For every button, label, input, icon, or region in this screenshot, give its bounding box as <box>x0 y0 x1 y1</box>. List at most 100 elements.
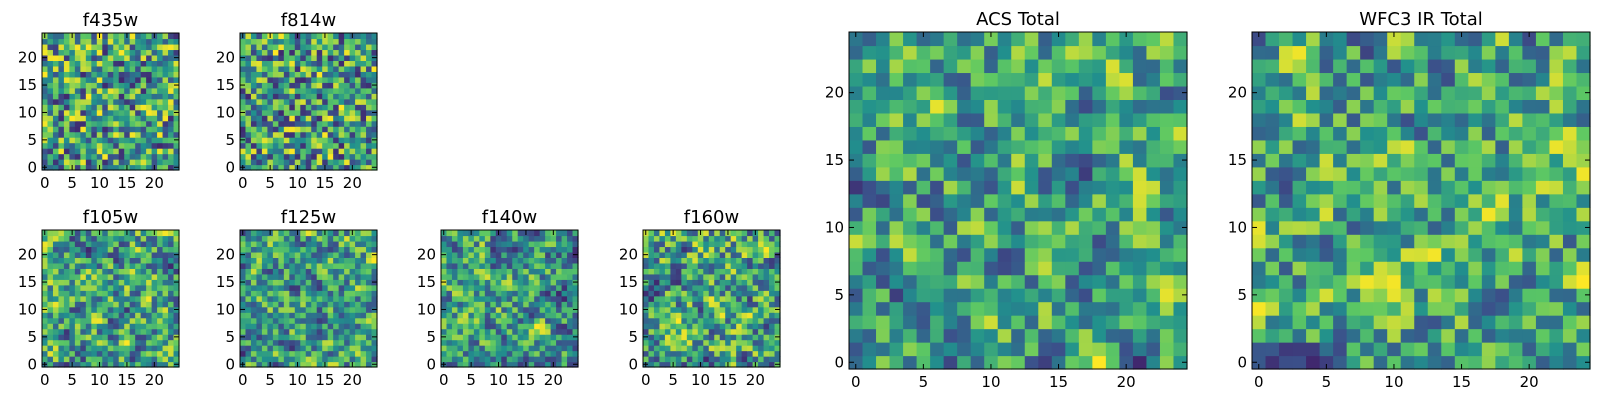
heatmap-cell <box>1132 220 1148 235</box>
heatmap-cell <box>311 235 318 242</box>
heatmap-cell <box>1105 166 1120 181</box>
heatmap-cell <box>1173 99 1188 114</box>
heatmap-cell <box>561 257 568 264</box>
heatmap-cell <box>267 246 274 253</box>
heatmap-cell <box>146 339 153 346</box>
heatmap-cell <box>1173 328 1188 343</box>
heatmap-cell <box>327 301 334 308</box>
heatmap-cell <box>889 261 904 276</box>
heatmap-cell <box>305 356 312 363</box>
heatmap-cell <box>294 159 301 166</box>
heatmap-cell <box>719 268 726 275</box>
heatmap-cell <box>1279 261 1294 276</box>
heatmap-cell <box>245 87 252 94</box>
heatmap-cell <box>366 230 373 237</box>
heatmap-cell <box>970 220 985 235</box>
heatmap-cell <box>135 345 142 352</box>
heatmap-cell <box>162 345 169 352</box>
heatmap-cell <box>250 257 258 264</box>
heatmap-cell <box>501 262 508 269</box>
heatmap-cell <box>118 164 125 171</box>
heatmap-cell <box>135 339 142 346</box>
heatmap-cell <box>719 279 726 286</box>
heatmap-cell <box>752 323 759 330</box>
heatmap-cell <box>501 345 508 352</box>
heatmap-cell <box>523 235 530 242</box>
heatmap-cell <box>267 251 274 258</box>
heatmap-cell <box>468 273 475 280</box>
heatmap-cell <box>930 342 945 357</box>
heatmap-cell <box>52 137 60 144</box>
heatmap-cell <box>501 284 508 291</box>
heatmap-cell <box>741 350 748 357</box>
heatmap-cell <box>484 246 491 253</box>
heatmap-cell <box>534 257 541 264</box>
heatmap-cell <box>451 334 459 341</box>
heatmap-cell <box>957 126 972 141</box>
heatmap-cell <box>355 361 362 368</box>
heatmap-cell <box>162 159 169 166</box>
heatmap-cell <box>1454 315 1469 330</box>
heatmap-cell <box>300 93 307 100</box>
heatmap-cell <box>118 295 125 302</box>
heatmap-cell <box>52 87 60 94</box>
heatmap-cell <box>146 268 153 275</box>
heatmap-cell <box>446 251 453 258</box>
heatmap-cell <box>567 301 574 308</box>
heatmap-cell <box>490 240 497 248</box>
heatmap-cell <box>451 240 459 248</box>
heatmap-cell <box>63 76 70 83</box>
heatmap-cell <box>675 262 682 269</box>
heatmap-cell <box>862 355 877 370</box>
heatmap-cell <box>360 251 367 258</box>
heatmap-cell <box>736 328 743 335</box>
heatmap-cell <box>146 361 153 368</box>
heatmap-cell <box>47 159 54 166</box>
heatmap-cell <box>1346 355 1361 370</box>
heatmap-cell <box>1427 207 1442 222</box>
heatmap-cell <box>703 246 710 253</box>
heatmap-cell <box>1508 342 1523 357</box>
heatmap-cell <box>512 262 519 269</box>
heatmap-cell <box>135 284 142 291</box>
heatmap-cell <box>484 235 491 242</box>
heatmap-cell <box>670 268 677 275</box>
heatmap-cell <box>1105 301 1120 316</box>
heatmap-cell <box>74 361 81 368</box>
heatmap-cell <box>256 356 263 363</box>
heatmap-cell <box>1576 207 1591 222</box>
heatmap-cell <box>889 45 904 60</box>
heatmap-cell <box>333 301 340 308</box>
heatmap-cell <box>501 279 508 286</box>
heatmap-cell <box>52 350 60 357</box>
heatmap-cell <box>338 345 345 352</box>
heatmap-cell <box>501 356 508 363</box>
heatmap-cell <box>327 345 334 352</box>
heatmap-cell <box>1065 234 1080 249</box>
heatmap-cell <box>58 65 65 72</box>
heatmap-cell <box>736 339 743 346</box>
heatmap-cell <box>333 251 340 258</box>
heatmap-cell <box>47 306 54 313</box>
heatmap-cell <box>1159 99 1175 114</box>
heatmap-cell <box>862 193 877 208</box>
heatmap-cell <box>1252 207 1267 222</box>
heatmap-cell <box>129 43 136 51</box>
heatmap-cell <box>113 230 120 237</box>
heatmap-cell <box>162 109 169 116</box>
heatmap-cell <box>327 120 334 127</box>
heatmap-cell <box>1065 166 1080 181</box>
heatmap-cell <box>1024 355 1039 370</box>
heatmap-cell <box>1468 274 1483 289</box>
heatmap-cell <box>52 240 60 248</box>
heatmap-cell <box>473 257 480 264</box>
heatmap-cell <box>107 312 114 319</box>
heatmap-cell <box>1159 153 1175 168</box>
heatmap-cell <box>322 323 329 330</box>
heatmap-cell <box>1549 261 1564 276</box>
heatmap-cell <box>327 257 334 264</box>
heatmap-cell <box>162 284 169 291</box>
heatmap-cell <box>107 33 114 40</box>
heatmap-cell <box>360 148 367 155</box>
heatmap-cell <box>289 284 296 291</box>
